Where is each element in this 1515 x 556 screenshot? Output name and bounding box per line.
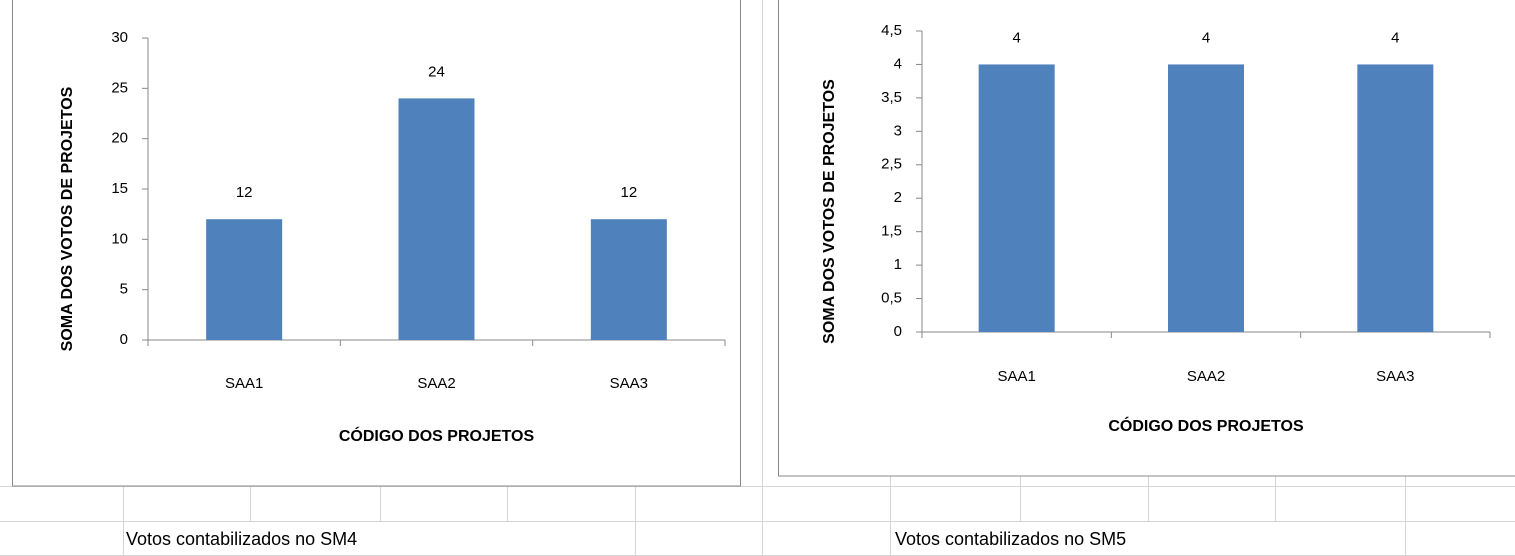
y-tick-label: 0 — [120, 331, 128, 348]
y-axis-title: SOMA DOS VOTOS DE PROJETOS — [821, 79, 838, 344]
bar — [590, 219, 667, 340]
y-tick-label: 5 — [120, 281, 128, 298]
y-axis-title: SOMA DOS VOTOS DE PROJETOS — [59, 86, 76, 351]
bar — [206, 219, 283, 340]
data-label: 4 — [1202, 29, 1210, 46]
y-tick-label: 2,5 — [881, 156, 902, 173]
x-tick-label: SAA1 — [225, 375, 263, 392]
data-label: 12 — [620, 184, 637, 201]
y-tick-label: 15 — [111, 180, 128, 197]
y-tick-label: 30 — [111, 29, 128, 46]
data-label: 24 — [428, 63, 445, 80]
cell-text: Votos contabilizados no SM5 — [895, 529, 1126, 549]
y-tick-label: 4,5 — [881, 22, 902, 39]
bar — [1168, 64, 1244, 332]
y-tick-label: 1,5 — [881, 223, 902, 240]
y-tick-label: 0,5 — [881, 290, 902, 307]
x-tick-label: SAA2 — [417, 375, 455, 392]
y-tick-label: 10 — [111, 230, 128, 247]
x-axis-title: CÓDIGO DOS PROJETOS — [1108, 416, 1304, 435]
y-tick-label: 4 — [894, 55, 902, 72]
bar — [1357, 64, 1434, 332]
y-tick-label: 25 — [111, 79, 128, 96]
data-label: 12 — [236, 184, 253, 201]
y-tick-label: 1 — [894, 256, 902, 273]
x-tick-label: SAA1 — [997, 368, 1035, 385]
x-tick-label: SAA3 — [610, 375, 648, 392]
y-tick-label: 20 — [111, 130, 128, 147]
data-label: 4 — [1391, 29, 1399, 46]
bar — [978, 64, 1055, 332]
y-tick-label: 0 — [894, 323, 902, 340]
x-tick-label: SAA2 — [1187, 368, 1225, 385]
data-label: 4 — [1012, 29, 1020, 46]
x-axis-title: CÓDIGO DOS PROJETOS — [339, 426, 535, 445]
y-tick-label: 3 — [894, 122, 902, 139]
y-tick-label: 2 — [894, 189, 902, 206]
bar — [398, 98, 475, 341]
y-tick-label: 3,5 — [881, 89, 902, 106]
x-tick-label: SAA3 — [1376, 368, 1414, 385]
cell-text: Votos contabilizados no SM4 — [126, 529, 357, 549]
